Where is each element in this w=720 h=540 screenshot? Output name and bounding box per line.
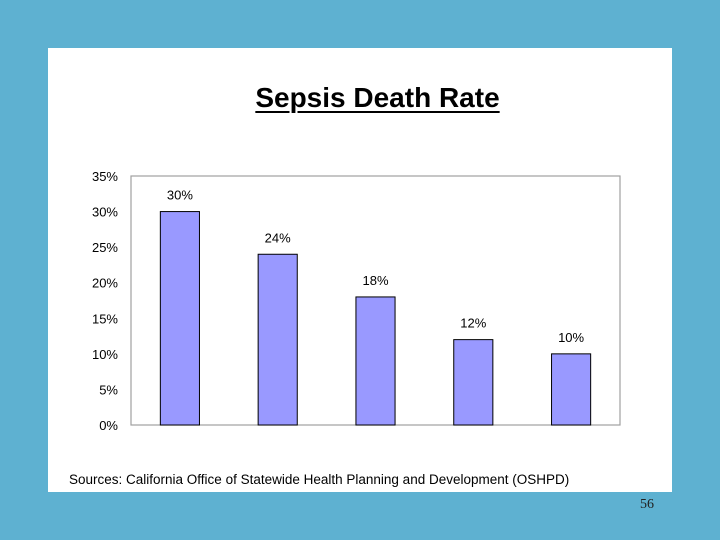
y-tick-label: 10% — [92, 347, 118, 362]
bar-data-label: 10% — [558, 330, 584, 345]
slide-title: Sepsis Death Rate — [255, 82, 500, 113]
source-note: Sources: California Office of Statewide … — [69, 472, 570, 487]
y-tick-label: 25% — [92, 240, 118, 255]
bar — [551, 353, 592, 426]
bar — [159, 211, 200, 426]
bar — [355, 296, 396, 426]
y-tick-label: 30% — [92, 205, 118, 220]
page-number: 56 — [640, 497, 654, 512]
y-tick-label: 20% — [92, 276, 118, 291]
bar — [453, 339, 494, 426]
y-tick-label: 35% — [92, 169, 118, 184]
bar-data-label: 30% — [167, 188, 193, 203]
bar-data-label: 12% — [460, 316, 486, 331]
bar — [257, 253, 298, 426]
y-axis: 0% 5% 10% 15% 20% 25% 30% 35% — [92, 169, 118, 433]
bar-data-label: 18% — [362, 273, 388, 288]
y-tick-label: 5% — [99, 382, 118, 397]
bar-series — [159, 211, 592, 426]
y-tick-label: 0% — [99, 418, 118, 433]
y-tick-label: 15% — [92, 311, 118, 326]
bar-data-label: 24% — [265, 230, 291, 245]
data-labels: 30% 24% 18% 12% 10% — [167, 188, 585, 345]
